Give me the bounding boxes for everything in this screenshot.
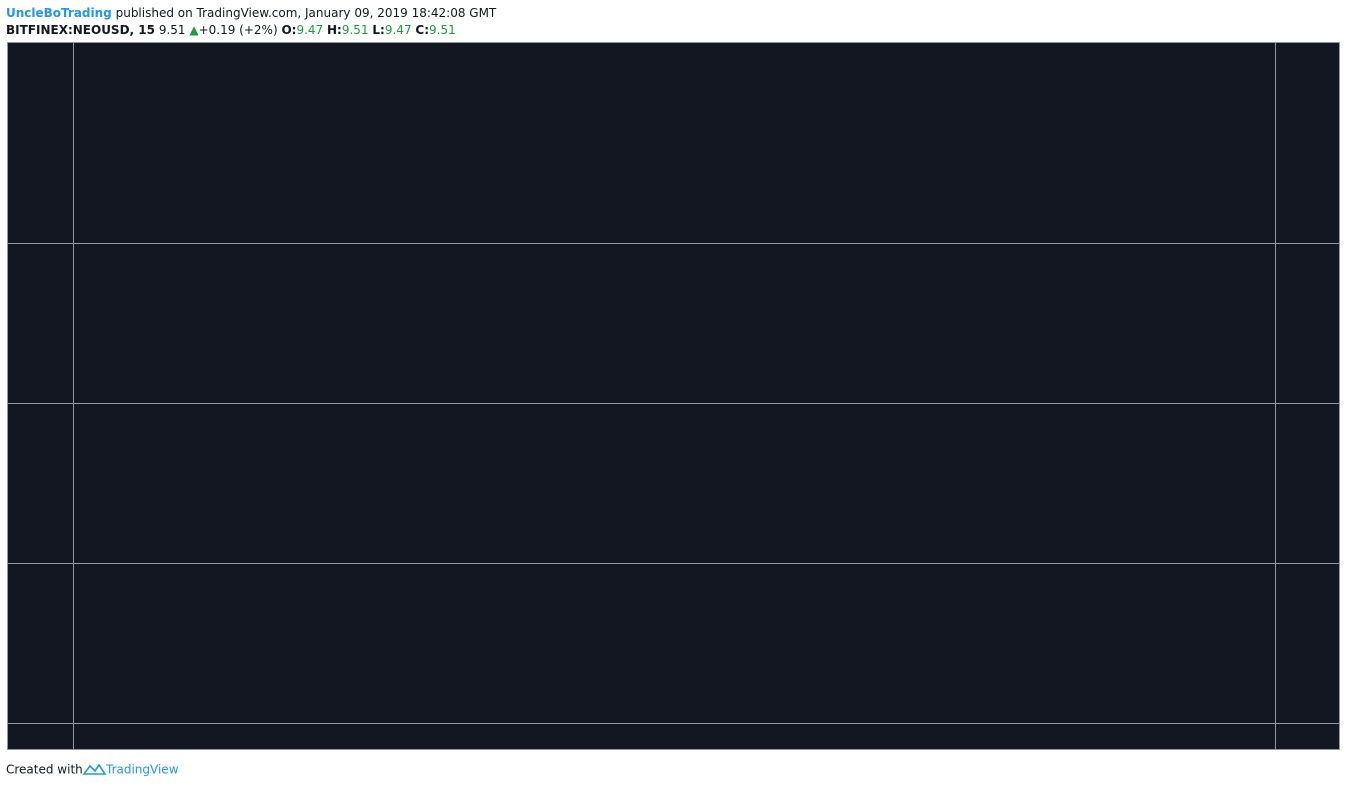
h-label: H: bbox=[327, 23, 342, 37]
tradingview-logo[interactable] bbox=[82, 763, 107, 775]
frame-border bbox=[7, 42, 1340, 750]
author[interactable]: UncleBoTrading bbox=[6, 6, 112, 20]
o-label: O: bbox=[281, 23, 296, 37]
arrow: ▲ bbox=[189, 23, 199, 37]
l-label: L: bbox=[372, 23, 384, 37]
c-label: C: bbox=[415, 23, 429, 37]
header-line-1: UncleBoTrading published on TradingView.… bbox=[6, 6, 497, 20]
footer-created: Created with bbox=[6, 763, 83, 777]
chart-background bbox=[7, 42, 1340, 750]
low: 9.47 bbox=[385, 23, 412, 37]
change: +0.19 (+2%) bbox=[199, 23, 278, 37]
high: 9.51 bbox=[342, 23, 369, 37]
last-price: 9.51 bbox=[159, 23, 186, 37]
footer-brand[interactable]: TradingView bbox=[105, 763, 179, 777]
symbol: BITFINEX:NEOUSD, 15 bbox=[6, 23, 155, 37]
frame bbox=[7, 42, 1340, 750]
open: 9.47 bbox=[296, 23, 323, 37]
header-line-2: BITFINEX:NEOUSD, 15 9.51 ▲+0.19 (+2%) O:… bbox=[6, 23, 456, 37]
published: published on TradingView.com, January 09… bbox=[116, 6, 497, 20]
close: 9.51 bbox=[429, 23, 456, 37]
